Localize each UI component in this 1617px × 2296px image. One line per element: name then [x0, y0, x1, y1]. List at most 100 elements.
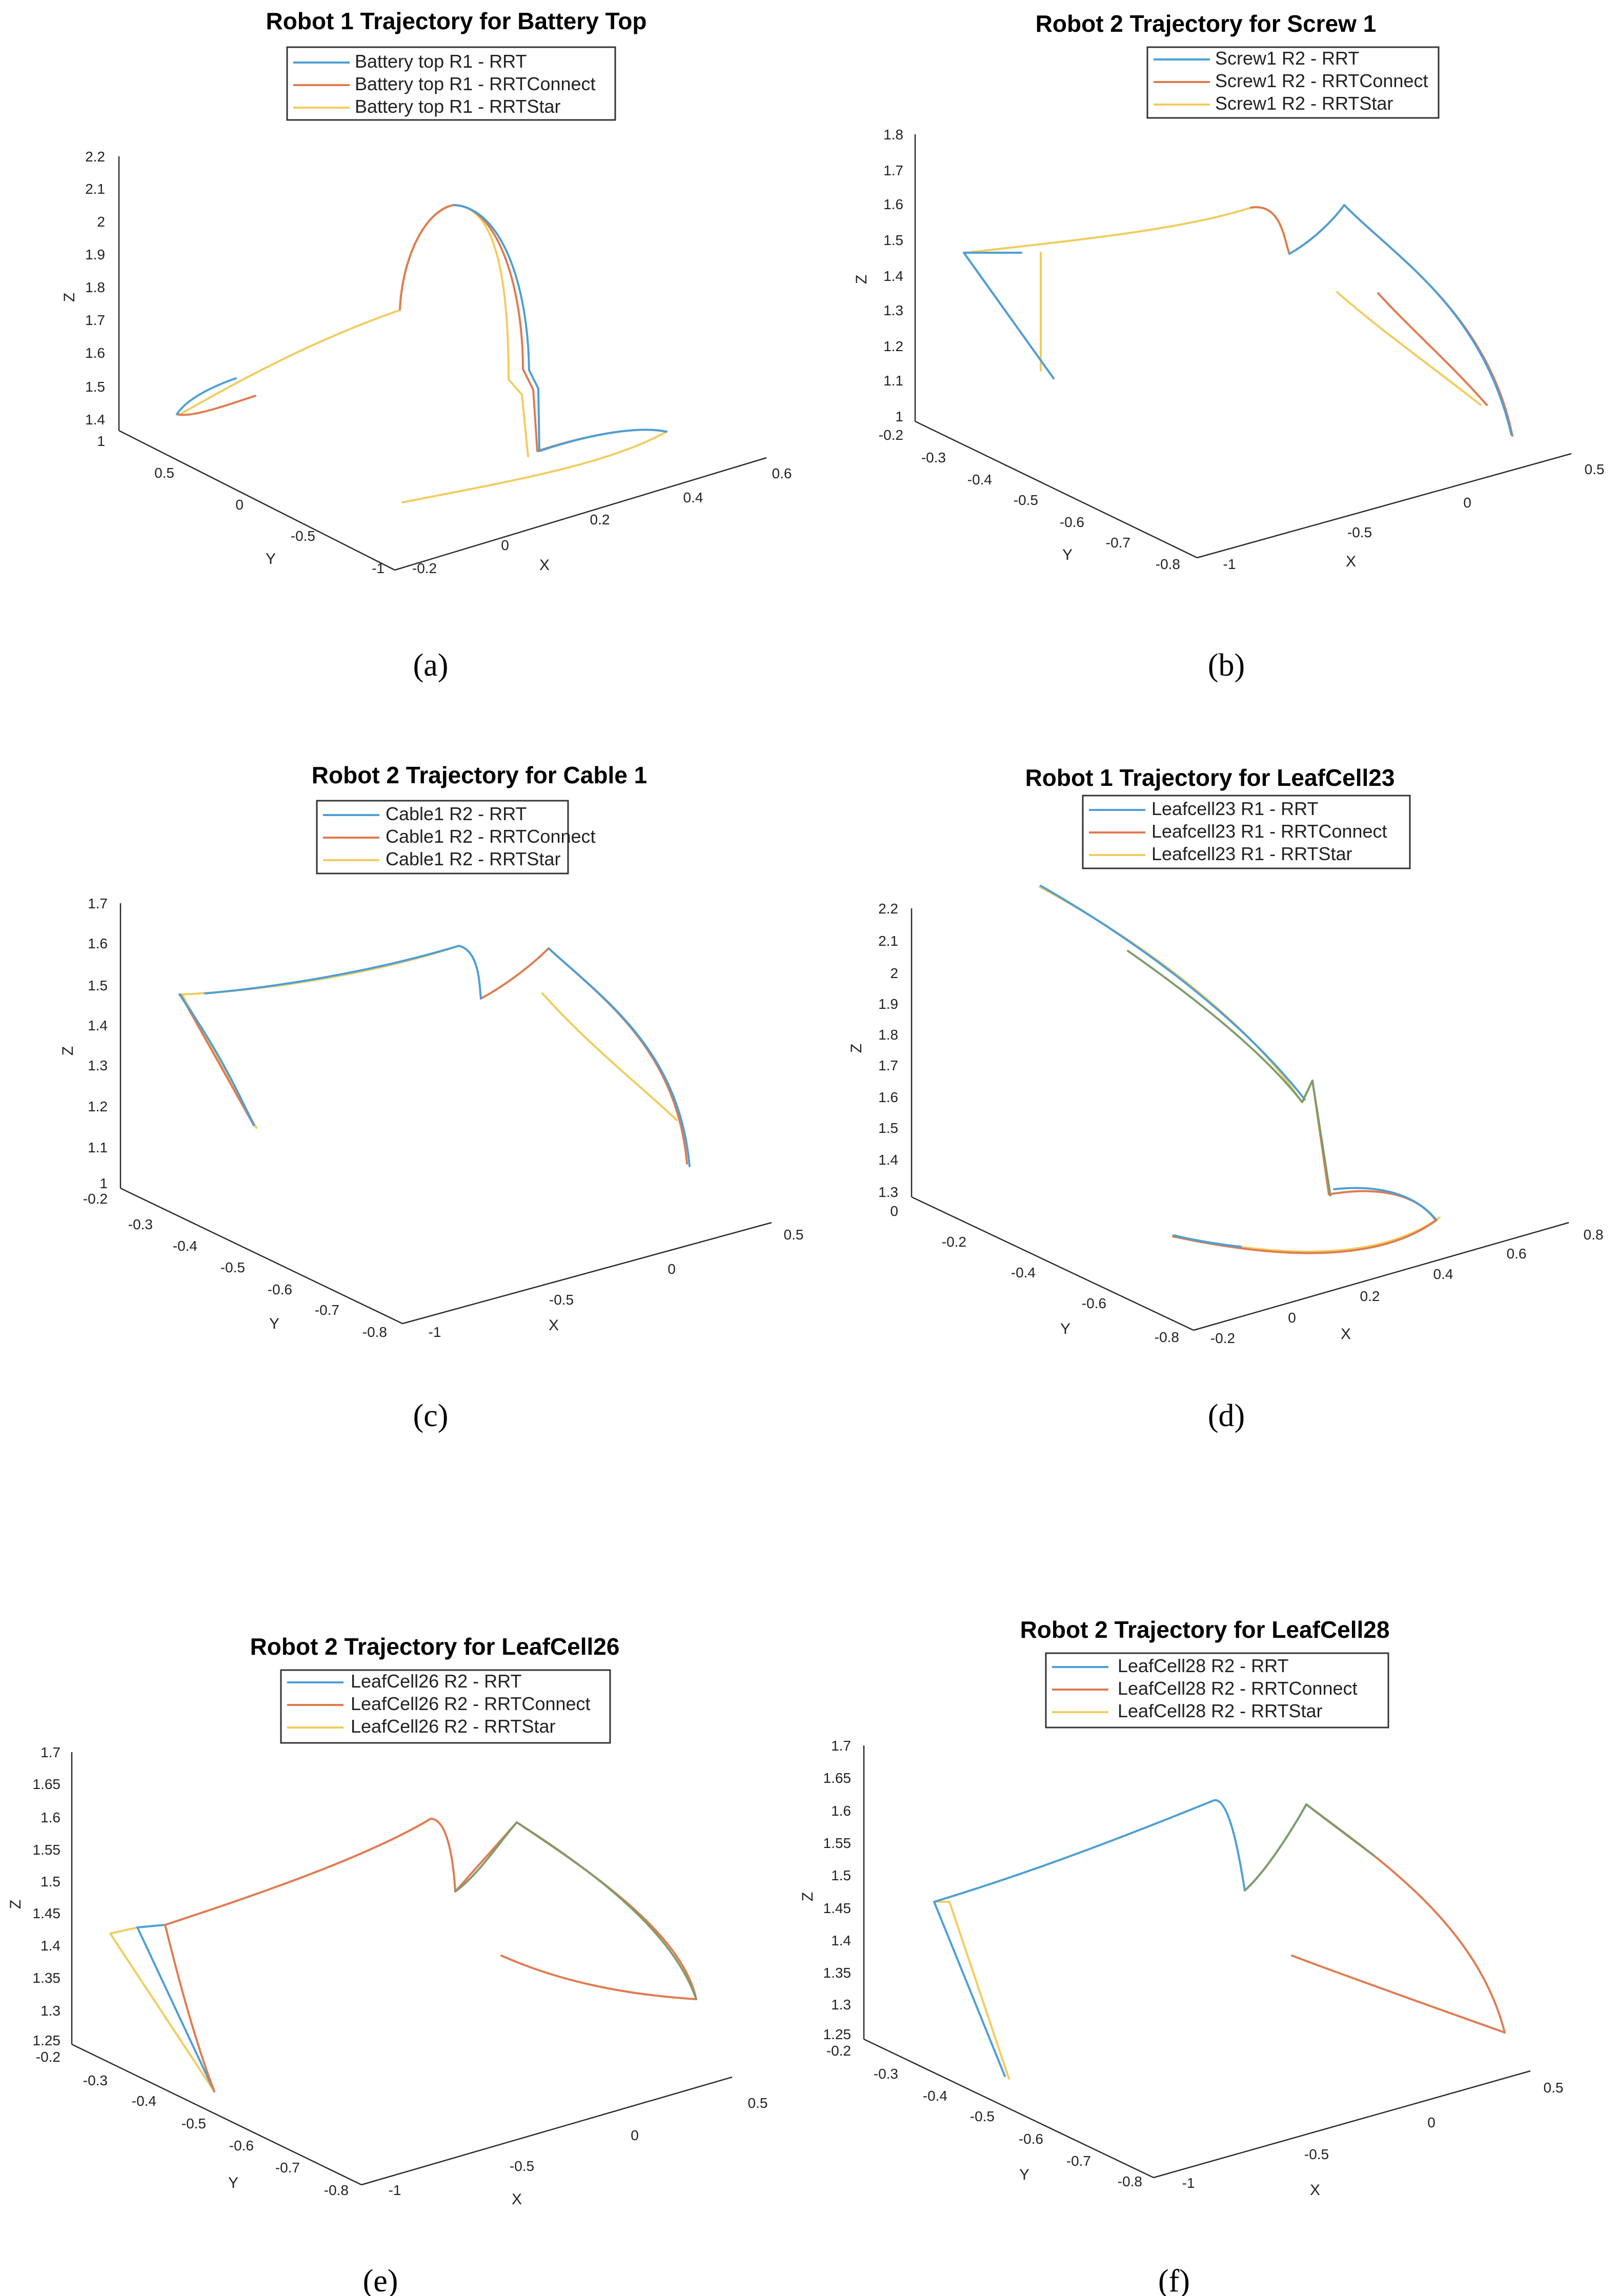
- x-tick-label: 0.4: [683, 490, 703, 505]
- panel-caption: (e): [363, 2264, 398, 2296]
- y-axis: [118, 430, 395, 571]
- x-axis-label: X: [1310, 2182, 1320, 2199]
- legend-label: LeafCell26 R2 - RRT: [351, 1671, 521, 1692]
- z-tick-label: 1.8: [883, 127, 903, 143]
- y-tick-label: -0.4: [967, 472, 992, 487]
- z-tick-label: 1.6: [831, 1803, 851, 1819]
- y-axis-label: Y: [1062, 546, 1073, 563]
- z-tick-label: 1.55: [823, 1835, 852, 1851]
- y-tick-label: -0.6: [1060, 514, 1084, 530]
- y-tick-label: -0.8: [1156, 556, 1180, 572]
- z-tick-label: 2.2: [85, 149, 105, 165]
- x-axis-label: X: [1341, 1326, 1351, 1343]
- series-rrt: [176, 204, 668, 452]
- y-axis-label: Y: [266, 551, 276, 567]
- x-tick-label: -1: [389, 2182, 401, 2198]
- z-tick-label: 1.65: [823, 1770, 852, 1786]
- y-tick-label: -0.8: [1155, 1329, 1179, 1345]
- y-tick-label: 0: [235, 497, 244, 513]
- z-tick-label: 2: [890, 965, 898, 981]
- z-tick-label: 1.4: [41, 1938, 60, 1954]
- z-tick-label: 1.6: [85, 345, 105, 361]
- x-tick-label: 0: [631, 2127, 639, 2143]
- x-tick-label: 0.2: [590, 512, 610, 527]
- z-tick-label: 1.7: [85, 312, 105, 328]
- y-tick-label: 0: [890, 1203, 898, 1219]
- z-tick-label: 1.9: [85, 247, 105, 262]
- z-tick-label: 1.35: [33, 1970, 61, 1986]
- legend: [316, 800, 569, 875]
- series-rrt: [933, 1799, 1307, 2077]
- x-tick-label: 0: [501, 537, 509, 553]
- y-tick-label: -0.5: [291, 528, 315, 544]
- z-tick-label: 1.6: [41, 1810, 60, 1825]
- z-tick-label: 1.5: [85, 379, 105, 395]
- series-rrtstar: [177, 204, 668, 503]
- x-axis: [1153, 2070, 1531, 2179]
- z-tick-label: 1.3: [831, 1997, 851, 2013]
- x-tick-label: 0.5: [748, 2095, 768, 2111]
- z-tick-label: 1.7: [878, 1058, 898, 1073]
- x-tick-label: -0.5: [1304, 2146, 1329, 2162]
- x-tick-label: -0.2: [1210, 1330, 1235, 1346]
- legend-label: Screw1 R2 - RRTConnect: [1215, 70, 1428, 91]
- legend-label: Cable1 R2 - RRT: [386, 803, 527, 824]
- series-rrtstar: [109, 1926, 215, 2092]
- y-tick-label: -0.6: [1082, 1295, 1106, 1311]
- z-tick-label: 1.5: [41, 1874, 60, 1889]
- z-tick-label: 1.45: [33, 1905, 61, 1921]
- legend-label: Battery top R1 - RRTStar: [355, 96, 560, 117]
- z-tick-label: 1.5: [883, 232, 903, 248]
- y-tick-label: -0.5: [970, 2108, 995, 2124]
- z-tick-label: 1.6: [883, 196, 903, 212]
- z-tick-label: 1.25: [823, 2026, 852, 2042]
- series-rrt: [963, 204, 1512, 436]
- series-rrt: [1040, 885, 1437, 1248]
- z-tick-label: 1.3: [878, 1184, 898, 1200]
- y-tick-label: -0.3: [874, 2066, 898, 2082]
- y-tick-label: -0.2: [83, 1191, 108, 1207]
- chart-title: Robot 2 Trajectory for Cable 1: [312, 762, 647, 788]
- series-rrtconnect: [164, 1818, 697, 2092]
- y-tick-label: -0.2: [36, 2049, 60, 2065]
- z-tick-label: 1.55: [33, 1842, 61, 1858]
- z-tick-label: 1.7: [41, 1744, 60, 1760]
- series-rrtconnect: [1291, 1803, 1506, 2034]
- y-tick-label: -0.4: [923, 2088, 947, 2104]
- z-tick-label: 1.35: [823, 1965, 852, 1981]
- z-tick-label: 1.5: [878, 1120, 898, 1136]
- y-axis: [120, 1187, 403, 1325]
- y-tick-label: -0.7: [275, 2160, 300, 2176]
- z-tick-label: 1.8: [878, 1027, 898, 1043]
- z-tick-label: 1.5: [88, 978, 108, 993]
- y-axis-label: Y: [1060, 1320, 1070, 1337]
- z-tick-label: 1.8: [85, 279, 105, 295]
- legend-label: Screw1 R2 - RRTStar: [1215, 93, 1393, 114]
- z-tick-label: 1.7: [831, 1738, 851, 1754]
- z-tick-label: 1.4: [88, 1018, 108, 1033]
- z-tick-label: 1.4: [831, 1933, 851, 1948]
- y-tick-label: 0.5: [154, 465, 174, 481]
- panel-f: Robot 2 Trajectory for LeafCell28 LeafCe…: [799, 1616, 1563, 2296]
- x-tick-label: 0.8: [1584, 1227, 1604, 1243]
- panel-caption: (c): [413, 1398, 449, 1433]
- series-rrt-overlap: [1244, 1803, 1375, 1892]
- y-tick-label: -0.6: [229, 2138, 254, 2153]
- series-rrtstar: [933, 1901, 1010, 2080]
- x-tick-label: 0.5: [1585, 461, 1605, 477]
- y-tick-label: -0.3: [128, 1216, 153, 1232]
- series-rrt: [178, 945, 691, 1167]
- x-tick-label: -1: [1182, 2175, 1195, 2191]
- x-tick-label: 0.6: [772, 465, 792, 481]
- series-rrtstar: [965, 206, 1482, 406]
- z-tick-label: 1.3: [88, 1058, 108, 1073]
- panel-caption: (a): [413, 648, 449, 683]
- series-rrtconnect: [1172, 1080, 1438, 1254]
- z-axis-label: Z: [7, 1900, 24, 1909]
- z-tick-label: 2.1: [85, 181, 105, 197]
- panel-a: Robot 1 Trajectory for Battery Top Batte…: [61, 8, 792, 683]
- x-tick-label: 0.6: [1507, 1246, 1527, 1262]
- panel-e: Robot 2 Trajectory for LeafCell26 LeafCe…: [7, 1633, 767, 2296]
- chart-title: Robot 1 Trajectory for LeafCell23: [1025, 764, 1395, 791]
- z-tick-label: 1.4: [85, 412, 105, 428]
